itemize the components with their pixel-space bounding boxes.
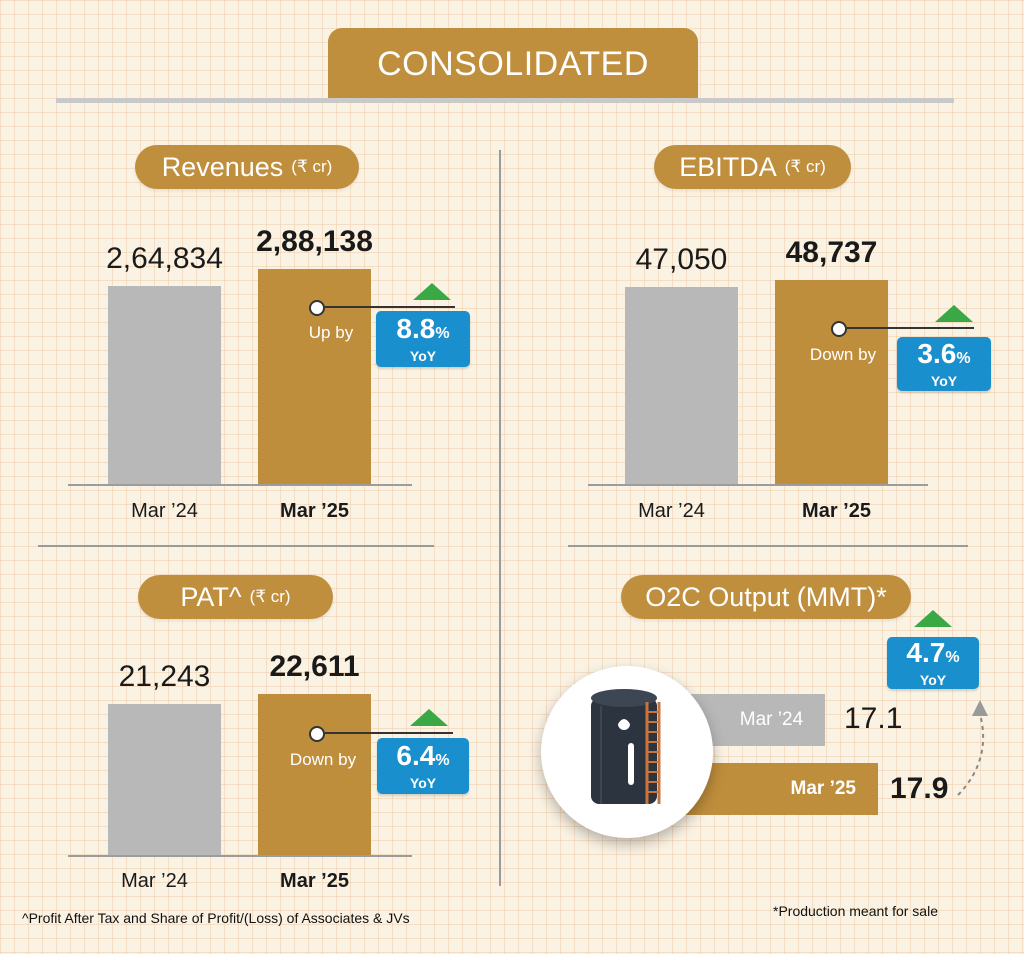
ebitda-xlabel-mar24: Mar ’24 bbox=[638, 500, 705, 522]
pat-bar-mar24 bbox=[108, 703, 221, 855]
ebitda-title: EBITDA bbox=[679, 151, 777, 182]
pat-yoy-value: 6.4 bbox=[396, 739, 436, 771]
ebitda-bar-mar24 bbox=[625, 287, 738, 484]
revenues-title-pill: Revenues (₹ cr) bbox=[135, 145, 359, 189]
ebitda-yoy-unit: % bbox=[956, 349, 971, 367]
revenues-leader-dot bbox=[309, 300, 325, 316]
pat-value-mar25: 22,611 bbox=[269, 650, 360, 683]
revenues-value-mar25: 2,88,138 bbox=[256, 225, 373, 258]
oil-tank-icon bbox=[591, 689, 661, 804]
pat-bar-mar25 bbox=[258, 694, 371, 855]
ebitda-baseline bbox=[588, 484, 928, 486]
o2c-label-mar24: Mar ’24 bbox=[739, 709, 804, 730]
pat-leader-dot bbox=[309, 726, 325, 742]
o2c-yoy-label: YoY bbox=[919, 671, 947, 688]
pat-value-mar24: 21,243 bbox=[118, 659, 211, 693]
revenues-title: Revenues bbox=[161, 151, 284, 182]
pat-inbar-label: Down by bbox=[289, 750, 357, 769]
right-section-divider bbox=[568, 545, 968, 547]
ebitda-unit: (₹ cr) bbox=[784, 157, 826, 176]
o2c-yoy-badge: 4.7% YoY bbox=[887, 637, 979, 689]
pat-yoy-label: YoY bbox=[409, 774, 437, 791]
revenues-baseline bbox=[68, 484, 412, 486]
vertical-divider bbox=[499, 150, 501, 886]
ebitda-xlabel-mar25: Mar ’25 bbox=[802, 500, 871, 522]
ebitda-bar-mar25 bbox=[775, 280, 888, 484]
pat-xlabel-mar24: Mar ’24 bbox=[121, 870, 188, 892]
o2c-value-mar24: 17.1 bbox=[844, 702, 903, 735]
revenues-yoy-value: 8.8 bbox=[396, 312, 436, 344]
o2c-bar-mar25: Mar ’25 bbox=[680, 763, 878, 815]
title-divider bbox=[56, 98, 954, 103]
revenues-unit: (₹ cr) bbox=[291, 157, 333, 176]
pat-leader-line bbox=[325, 732, 453, 734]
revenues-xlabel-mar24: Mar ’24 bbox=[131, 500, 198, 522]
o2c-title: O2C Output (MMT)* bbox=[645, 581, 887, 612]
o2c-yoy-unit: % bbox=[945, 648, 960, 666]
o2c-up-arrow-icon bbox=[914, 610, 952, 627]
ebitda-yoy-label: YoY bbox=[930, 372, 958, 389]
ebitda-yoy-badge: 3.6% YoY bbox=[897, 337, 991, 391]
pat-footnote: ^Profit After Tax and Share of Profit/(L… bbox=[22, 910, 410, 926]
pat-title-pill: PAT^ (₹ cr) bbox=[138, 575, 333, 619]
page-title: CONSOLIDATED bbox=[328, 28, 698, 100]
revenues-inbar-label: Up by bbox=[308, 323, 354, 342]
pat-unit: (₹ cr) bbox=[249, 587, 291, 606]
ebitda-value-mar25: 48,737 bbox=[785, 236, 878, 269]
pat-yoy-unit: % bbox=[435, 751, 450, 769]
o2c-footnote: *Production meant for sale bbox=[773, 903, 938, 919]
revenues-bar-mar24 bbox=[108, 286, 221, 484]
ebitda-title-pill: EBITDA (₹ cr) bbox=[654, 145, 851, 189]
o2c-title-pill: O2C Output (MMT)* bbox=[621, 575, 911, 619]
revenues-yoy-unit: % bbox=[435, 324, 450, 342]
o2c-icon-circle bbox=[541, 666, 713, 838]
o2c-label-mar25: Mar ’25 bbox=[790, 778, 856, 799]
ebitda-inbar-label: Down by bbox=[809, 345, 877, 364]
ebitda-value-mar24: 47,050 bbox=[635, 243, 728, 277]
revenues-xlabel-mar25: Mar ’25 bbox=[280, 500, 349, 522]
revenues-value-mar24: 2,64,834 bbox=[106, 242, 223, 276]
revenues-up-arrow-icon bbox=[413, 283, 451, 300]
ebitda-up-arrow-icon bbox=[935, 305, 973, 322]
revenues-leader-line bbox=[325, 306, 455, 308]
pat-title: PAT^ bbox=[180, 581, 242, 612]
revenues-yoy-badge: 8.8% YoY bbox=[376, 311, 470, 367]
o2c-yoy-value: 4.7 bbox=[906, 636, 946, 668]
left-section-divider bbox=[38, 545, 434, 547]
pat-xlabel-mar25: Mar ’25 bbox=[280, 870, 349, 892]
revenues-yoy-label: YoY bbox=[409, 347, 437, 364]
pat-yoy-badge: 6.4% YoY bbox=[377, 738, 469, 794]
pat-up-arrow-icon bbox=[410, 709, 448, 726]
o2c-value-mar25: 17.9 bbox=[890, 772, 949, 805]
ebitda-leader-line bbox=[847, 327, 974, 329]
ebitda-leader-dot bbox=[831, 321, 847, 337]
o2c-growth-curve-arrow bbox=[957, 700, 988, 796]
ebitda-yoy-value: 3.6 bbox=[917, 337, 957, 369]
pat-baseline bbox=[68, 855, 412, 857]
